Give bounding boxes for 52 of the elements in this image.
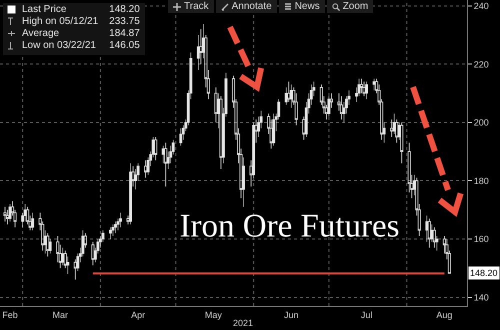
candlestick <box>360 78 364 94</box>
x-tick-label: Aug <box>436 310 452 320</box>
candlestick <box>46 232 50 257</box>
annotation: News <box>294 1 320 12</box>
candlestick <box>154 136 158 161</box>
candlestick <box>340 96 343 120</box>
candlestick <box>61 247 64 266</box>
candlestick <box>219 96 222 170</box>
annotation: 148.20 <box>108 4 140 17</box>
annotation: Track <box>184 1 209 12</box>
candlestick <box>119 212 122 228</box>
annotation: 148.20 <box>470 268 498 278</box>
y-tick-label: 240 <box>474 0 489 11</box>
candlestick <box>144 160 148 178</box>
y-tick-label: 200 <box>474 118 489 128</box>
annotation: Annotate <box>232 1 272 12</box>
y-tick-label: 220 <box>474 59 489 70</box>
x-tick-label: Jun <box>284 310 299 320</box>
candlestick <box>365 81 368 100</box>
candlestick <box>91 241 94 266</box>
y-tick-label: 140 <box>474 292 489 302</box>
candlestick <box>272 113 276 146</box>
candlestick <box>31 212 34 231</box>
text: Iron Ore Futures <box>180 208 400 244</box>
candlestick <box>327 96 330 117</box>
x-tick-label: Jul <box>360 310 372 320</box>
candlestick <box>362 81 366 97</box>
x-tick-label: Mar <box>52 310 68 320</box>
x-tick-label: May <box>204 310 222 320</box>
y-tick-label: 160 <box>474 234 489 244</box>
annotation: Average <box>22 28 60 40</box>
candlestick <box>400 122 404 164</box>
candlestick <box>164 142 168 187</box>
candlestick <box>112 224 114 236</box>
x-tick-label: Apr <box>131 310 146 320</box>
annotation: Last Price <box>22 4 68 16</box>
candlestick <box>428 218 431 248</box>
annotation: High on 05/12/21 <box>22 16 98 29</box>
y-tick-label: 180 <box>474 176 489 186</box>
annotation: 233.75 <box>108 16 140 29</box>
candlestick <box>372 78 376 91</box>
x-axis-title: 2021 <box>233 318 254 328</box>
annotation: 146.05 <box>108 40 140 53</box>
candlestick <box>179 128 182 146</box>
annotation: Zoom <box>342 1 368 12</box>
candlestick <box>114 221 117 234</box>
annotation: 184.87 <box>108 28 140 41</box>
annotation: Low on 03/22/21 <box>22 40 97 53</box>
candlestick <box>129 162 132 225</box>
candlestick <box>109 227 112 240</box>
candlestick <box>432 226 436 248</box>
x-tick-label: Feb <box>2 310 18 320</box>
